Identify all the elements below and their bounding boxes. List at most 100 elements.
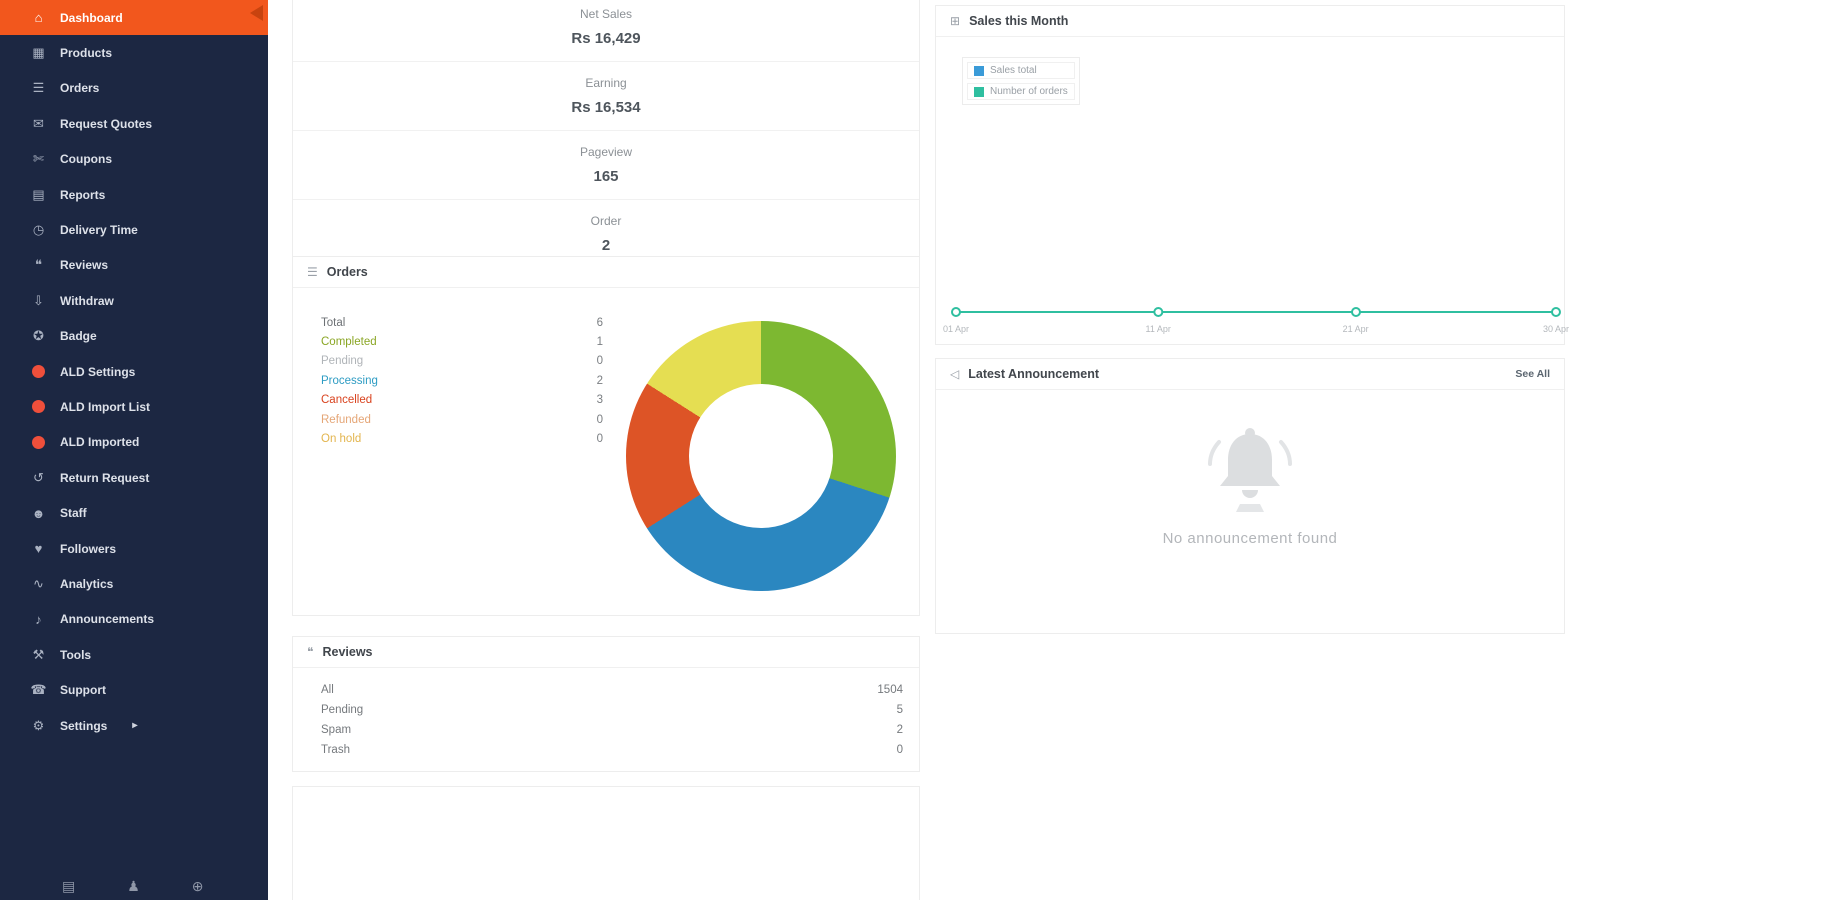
- order-status-count: 0: [596, 433, 603, 446]
- reviews-row-all[interactable]: All 1504: [321, 680, 903, 700]
- sidebar-item-delivery-time[interactable]: ◷ Delivery Time: [0, 212, 268, 247]
- order-status-label: Processing: [321, 374, 378, 387]
- sidebar-item-label: Dashboard: [60, 10, 123, 25]
- sidebar-item-ald-imported[interactable]: ALD Imported: [0, 425, 268, 460]
- reviews-row-spam[interactable]: Spam 2: [321, 720, 903, 740]
- sidebar-item-return-request[interactable]: ↺ Return Request: [0, 460, 268, 495]
- sidebar-item-announcements[interactable]: ♪ Announcements: [0, 602, 268, 637]
- line-point: 21 Apr: [1343, 307, 1369, 334]
- sidebar-item-label: Announcements: [60, 612, 155, 627]
- sidebar-item-coupons[interactable]: ✄ Coupons: [0, 142, 268, 177]
- reports-icon: ▤: [32, 186, 45, 202]
- stat-value: Rs 16,534: [571, 99, 641, 116]
- order-status-label: Cancelled: [321, 394, 373, 407]
- footer-icon-1[interactable]: ▤: [62, 878, 76, 894]
- support-icon: ☎: [30, 682, 47, 698]
- orders-row-processing[interactable]: Processing 2: [321, 371, 603, 390]
- orders-row-on-hold[interactable]: On hold 0: [321, 429, 603, 448]
- sidebar-item-followers[interactable]: ♥ Followers: [0, 531, 268, 566]
- followers-icon: ♥: [34, 541, 43, 557]
- order-status-label: Refunded: [321, 413, 371, 426]
- review-filter-count: 2: [896, 724, 903, 736]
- sidebar-item-request-quotes[interactable]: ✉ Request Quotes: [0, 106, 268, 141]
- card-title: Latest Announcement: [968, 367, 1100, 381]
- sidebar-item-label: Products: [60, 46, 113, 61]
- announcement-empty-state: No announcement found: [936, 390, 1564, 547]
- sales-card-header: ⊞ Sales this Month: [936, 6, 1564, 37]
- stat-earning: Earning Rs 16,534: [293, 62, 919, 131]
- legend-swatch: [974, 65, 984, 76]
- sales-month-card: ⊞ Sales this Month Sales total Number of…: [935, 5, 1569, 345]
- empty-message: No announcement found: [1162, 530, 1338, 547]
- sidebar-collapse-button[interactable]: [250, 5, 263, 21]
- bell-icon: ♪: [35, 611, 42, 627]
- review-filter-label: Pending: [321, 704, 364, 716]
- stat-value: 2: [601, 237, 611, 254]
- legend-swatch: [974, 86, 984, 97]
- sidebar-item-label: Withdraw: [60, 293, 114, 308]
- reviews-row-pending[interactable]: Pending 5: [321, 700, 903, 720]
- order-status-label: Completed: [321, 336, 377, 349]
- sidebar-item-reviews[interactable]: ❝ Reviews: [0, 248, 268, 283]
- gear-icon: ⚙: [32, 717, 45, 733]
- products-icon: ▦: [32, 45, 45, 61]
- dashboard-icon: ⌂: [34, 10, 43, 26]
- orders-row-cancelled[interactable]: Cancelled 3: [321, 391, 603, 410]
- sidebar-item-staff[interactable]: ☻ Staff: [0, 495, 268, 530]
- tools-icon: ⚒: [32, 646, 45, 662]
- sidebar-item-settings[interactable]: ⚙ Settings ▸: [0, 708, 268, 743]
- partial-card: [292, 786, 920, 900]
- sidebar-item-label: Tools: [60, 647, 92, 662]
- staff-icon: ☻: [31, 505, 46, 521]
- legend-item[interactable]: Sales total: [967, 62, 1075, 79]
- stat-pageview: Pageview 165: [293, 131, 919, 200]
- order-status-count: 2: [596, 374, 603, 387]
- badge-icon: ✪: [33, 328, 44, 344]
- sidebar-item-support[interactable]: ☎ Support: [0, 672, 268, 707]
- stat-label: Earning: [585, 76, 627, 90]
- cart-icon: ☰: [32, 80, 45, 96]
- sidebar-item-products[interactable]: ▦ Products: [0, 35, 268, 70]
- announcement-card: ◁ Latest Announcement See All No announc…: [935, 358, 1565, 634]
- chart-legend: Sales total Number of orders: [962, 57, 1080, 105]
- sidebar-item-label: ALD Settings: [60, 364, 136, 379]
- sidebar-item-label: ALD Import List: [60, 399, 150, 414]
- orders-row-total[interactable]: Total 6: [321, 313, 603, 332]
- footer-icon-2[interactable]: ♟: [127, 878, 140, 894]
- legend-item[interactable]: Number of orders: [967, 83, 1075, 100]
- review-filter-count: 0: [896, 744, 903, 756]
- sidebar: ⌂ Dashboard ▦ Products ☰ Orders ✉ Reques…: [0, 0, 268, 900]
- reviews-card: ❝ Reviews All 1504 Pending 5 Spam 2 Tras…: [292, 636, 920, 772]
- review-filter-label: All: [321, 684, 334, 696]
- ald-icon: [32, 435, 45, 449]
- order-status-count: 6: [596, 316, 603, 329]
- sidebar-item-dashboard[interactable]: ⌂ Dashboard: [0, 0, 268, 36]
- calendar-icon: ⊞: [950, 14, 961, 28]
- orders-row-completed[interactable]: Completed 1: [321, 332, 603, 351]
- review-filter-count: 1504: [877, 684, 903, 696]
- sidebar-item-analytics[interactable]: ∿ Analytics: [0, 566, 268, 601]
- clock-icon: ◷: [32, 222, 45, 238]
- sidebar-item-label: Staff: [60, 506, 87, 521]
- sidebar-item-ald-settings[interactable]: ALD Settings: [0, 354, 268, 389]
- x-axis-label: 30 Apr: [1542, 324, 1570, 334]
- see-all-link[interactable]: See All: [1515, 368, 1550, 380]
- sidebar-item-ald-import-list[interactable]: ALD Import List: [0, 389, 268, 424]
- sidebar-item-reports[interactable]: ▤ Reports: [0, 177, 268, 212]
- footer-icon-3[interactable]: ⊕: [191, 878, 204, 894]
- orders-row-pending[interactable]: Pending 0: [321, 352, 603, 371]
- line-point: 01 Apr: [943, 307, 969, 334]
- legend-label: Number of orders: [990, 86, 1068, 97]
- order-status-count: 3: [596, 394, 603, 407]
- cart-icon: ☰: [307, 265, 318, 279]
- sidebar-item-orders[interactable]: ☰ Orders: [0, 71, 268, 106]
- sidebar-item-badge[interactable]: ✪ Badge: [0, 319, 268, 354]
- sidebar-item-withdraw[interactable]: ⇩ Withdraw: [0, 283, 268, 318]
- sidebar-nav: ⌂ Dashboard ▦ Products ☰ Orders ✉ Reques…: [0, 0, 268, 743]
- sidebar-item-label: Followers: [60, 541, 117, 556]
- orders-row-refunded[interactable]: Refunded 0: [321, 410, 603, 429]
- bell-icon: [1208, 428, 1292, 512]
- order-status-count: 1: [596, 336, 603, 349]
- reviews-row-trash[interactable]: Trash 0: [321, 740, 903, 760]
- sidebar-item-tools[interactable]: ⚒ Tools: [0, 637, 268, 672]
